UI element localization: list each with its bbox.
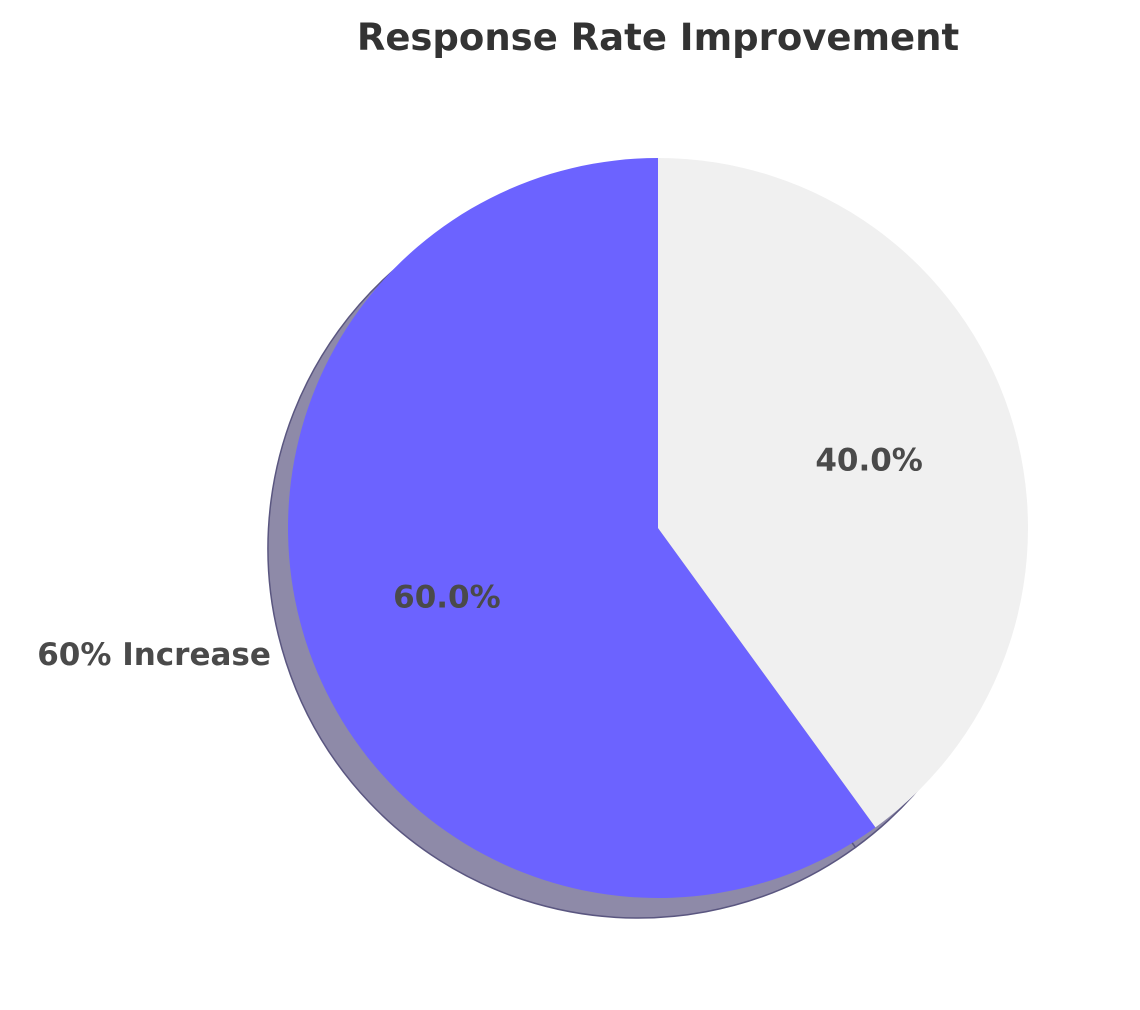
slice-label-60-increase: 60% Increase: [37, 637, 271, 673]
pct-label-2: 40.0%: [815, 442, 923, 478]
pie-slice-slice-2: [658, 157, 1029, 828]
pct-label-1: 60.0%: [393, 580, 501, 616]
pie-labels: 60.0% 60% Increase 40.0%: [37, 442, 923, 672]
pie-slice-60-increase: [288, 158, 876, 898]
pie-slices: [288, 157, 1029, 898]
chart-title: Response Rate Improvement: [357, 16, 959, 59]
